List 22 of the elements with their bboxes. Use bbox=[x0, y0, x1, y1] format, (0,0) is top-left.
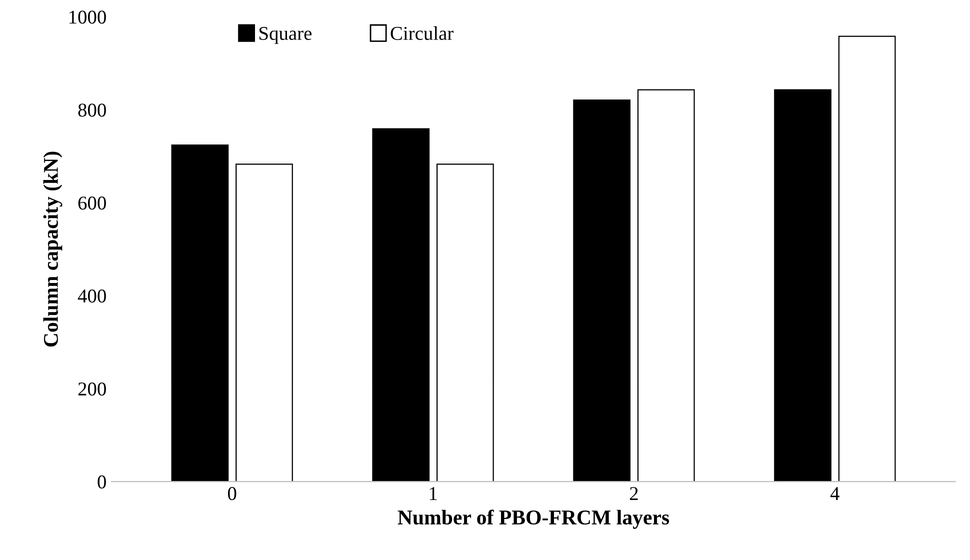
y-axis-title: Column capacity (kN) bbox=[43, 152, 62, 347]
x-axis-title: Number of PBO-FRCM layers bbox=[398, 510, 670, 529]
legend-label: Circular bbox=[390, 26, 454, 40]
bar bbox=[637, 89, 695, 482]
legend-label: Square bbox=[260, 26, 312, 44]
x-tick-label: 2 bbox=[630, 487, 638, 500]
bar bbox=[838, 36, 896, 482]
y-tick-label: 200 bbox=[78, 382, 106, 396]
bar bbox=[774, 89, 832, 482]
bar bbox=[372, 128, 430, 482]
x-tick-label: 0 bbox=[228, 487, 236, 500]
y-tick-label: 800 bbox=[78, 104, 106, 117]
bar bbox=[236, 164, 293, 482]
y-tick-label: 1000 bbox=[70, 10, 106, 24]
x-tick-label: 1 bbox=[430, 487, 437, 500]
bar bbox=[436, 164, 494, 482]
y-tick-label: 600 bbox=[78, 196, 106, 210]
bar bbox=[171, 144, 229, 482]
y-tick-label: 0 bbox=[98, 475, 106, 489]
x-tick-label: 4 bbox=[830, 487, 840, 500]
bar bbox=[573, 99, 630, 482]
y-tick-label: 400 bbox=[78, 289, 106, 303]
